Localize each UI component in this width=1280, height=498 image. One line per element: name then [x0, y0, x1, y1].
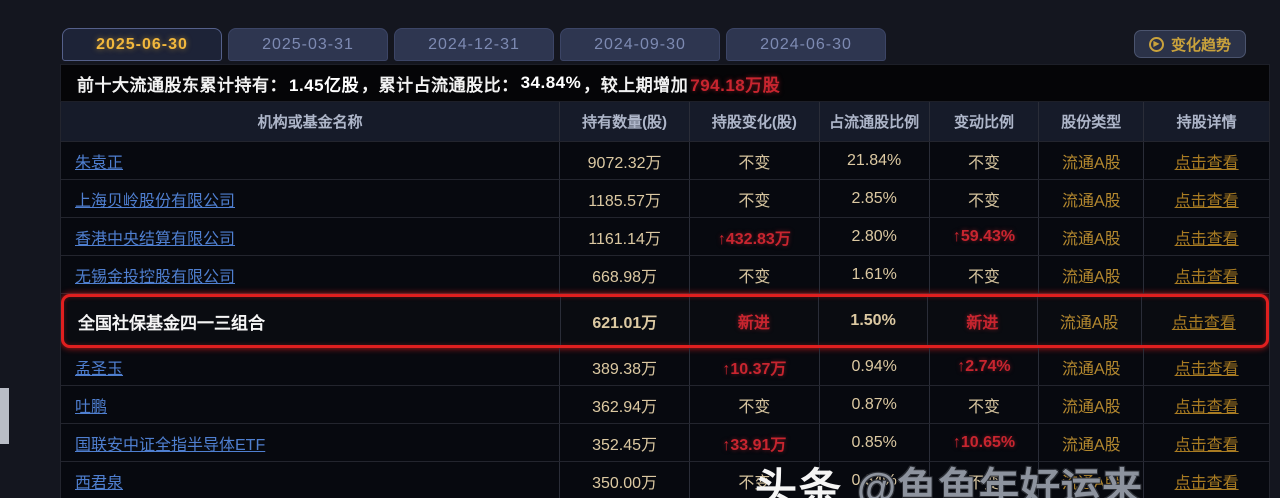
tab-date-2024-06-30[interactable]: 2024-06-30: [726, 28, 886, 61]
change-pct-cell: 不变: [930, 256, 1040, 293]
summary-mid: ，累计占流通股比：: [361, 75, 519, 95]
share-type-cell: 流通A股: [1039, 462, 1145, 498]
quantity-cell: 9072.32万: [560, 142, 690, 179]
table-row: 西君泉 350.00万 不变 0.84% 不变 流通A股 点击查看: [61, 462, 1269, 498]
shareholders-table: 机构或基金名称 持有数量(股) 持股变化(股) 占流通股比例 变动比例 股份类型…: [60, 102, 1270, 498]
tab-date-2024-12-31[interactable]: 2024-12-31: [394, 28, 554, 61]
tab-date-2025-06-30[interactable]: 2025-06-30: [62, 28, 222, 61]
share-type-cell: 流通A股: [1038, 297, 1142, 345]
change-cell: 不变: [690, 256, 820, 293]
table-row: 香港中央结算有限公司 1161.14万 ↑432.83万 2.80% ↑59.4…: [61, 218, 1269, 256]
col-header-detail: 持股详情: [1176, 114, 1237, 131]
tab-date-2024-09-30[interactable]: 2024-09-30: [560, 28, 720, 61]
play-circle-icon: ▶: [1148, 36, 1164, 52]
shareholder-link[interactable]: 香港中央结算有限公司: [75, 230, 236, 248]
quantity-cell: 389.38万: [560, 348, 690, 385]
quantity-cell: 668.98万: [560, 256, 690, 293]
left-edge-artifact: [0, 388, 9, 444]
detail-link[interactable]: 点击查看: [1174, 230, 1239, 248]
date-tab-bar: 2025-06-30 2025-03-31 2024-12-31 2024-09…: [62, 28, 1270, 62]
change-pct-cell: ↑10.65%: [930, 424, 1040, 461]
ratio-cell: 21.84%: [820, 142, 930, 179]
change-cell: 新进: [690, 297, 819, 345]
detail-link[interactable]: 点击查看: [1174, 474, 1239, 492]
change-cell: 不变: [690, 386, 820, 423]
change-pct-cell: 不变: [930, 142, 1040, 179]
change-pct-cell: 不变: [930, 462, 1040, 498]
table-row: 无锡金投控股有限公司 668.98万 不变 1.61% 不变 流通A股 点击查看: [61, 256, 1269, 294]
shareholder-link[interactable]: 上海贝岭股份有限公司: [75, 192, 236, 210]
table-row: 吐鹏 362.94万 不变 0.87% 不变 流通A股 点击查看: [61, 386, 1269, 424]
change-cell: 不变: [690, 462, 820, 498]
table-row: 国联安中证全指半导体ETF 352.45万 ↑33.91万 0.85% ↑10.…: [61, 424, 1269, 462]
detail-link[interactable]: 点击查看: [1174, 398, 1239, 416]
share-type-cell: 流通A股: [1039, 424, 1145, 461]
ratio-cell: 1.61%: [820, 256, 930, 293]
shareholder-link[interactable]: 吐鹏: [75, 398, 108, 416]
change-cell: 不变: [690, 180, 820, 217]
col-header-name: 机构或基金名称: [61, 102, 561, 141]
change-cell: ↑10.37万: [690, 348, 820, 385]
change-pct-cell: 新进: [928, 297, 1038, 345]
quantity-cell: 362.94万: [560, 386, 690, 423]
summary-prefix: 前十大流通股东累计持有：: [77, 75, 287, 95]
table-row: 上海贝岭股份有限公司 1185.57万 不变 2.85% 不变 流通A股 点击查…: [61, 180, 1269, 218]
shareholder-name[interactable]: 全国社保基金四一三组合: [64, 297, 561, 345]
detail-link[interactable]: 点击查看: [1174, 436, 1239, 454]
ratio-cell: 2.80%: [820, 218, 930, 255]
share-type-cell: 流通A股: [1039, 142, 1145, 179]
share-type-cell: 流通A股: [1039, 386, 1145, 423]
tab-date-2025-03-31[interactable]: 2025-03-31: [228, 28, 388, 61]
col-header-changepct: 变动比例: [930, 102, 1040, 141]
summary-increase-value: 794.18万股: [690, 75, 781, 95]
detail-link[interactable]: 点击查看: [1174, 154, 1239, 172]
ratio-cell: 0.84%: [820, 462, 930, 498]
change-pct-cell: 不变: [930, 386, 1040, 423]
ratio-cell: 0.94%: [820, 348, 930, 385]
summary-total-shares: 1.45亿股: [289, 75, 360, 95]
table-header-row: 机构或基金名称 持有数量(股) 持股变化(股) 占流通股比例 变动比例 股份类型…: [61, 102, 1269, 142]
share-type-cell: 流通A股: [1039, 180, 1145, 217]
col-header-quantity: 持有数量(股): [560, 102, 690, 141]
shareholder-link[interactable]: 西君泉: [75, 474, 124, 492]
shareholder-link[interactable]: 国联安中证全指半导体ETF: [75, 436, 266, 454]
detail-link[interactable]: 点击查看: [1171, 315, 1236, 332]
col-header-sharetype: 股份类型: [1039, 102, 1145, 141]
shareholder-link[interactable]: 朱袁正: [75, 154, 124, 172]
trend-button-label: 变化趋势: [1170, 36, 1231, 54]
detail-link[interactable]: 点击查看: [1174, 360, 1239, 378]
ratio-cell: 0.85%: [820, 424, 930, 461]
detail-link[interactable]: 点击查看: [1174, 192, 1239, 210]
quantity-cell: 350.00万: [560, 462, 690, 498]
shareholder-link[interactable]: 无锡金投控股有限公司: [75, 268, 236, 286]
table-row: 朱袁正 9072.32万 不变 21.84% 不变 流通A股 点击查看: [61, 142, 1269, 180]
shareholder-link[interactable]: 孟圣玉: [75, 360, 124, 378]
quantity-cell: 621.01万: [561, 297, 690, 345]
summary-bar: 前十大流通股东累计持有： 1.45亿股 ，累计占流通股比： 34.84% ，较上…: [60, 64, 1270, 102]
share-type-cell: 流通A股: [1039, 256, 1145, 293]
change-pct-cell: ↑59.43%: [930, 218, 1040, 255]
change-pct-cell: 不变: [930, 180, 1040, 217]
change-cell: 不变: [690, 142, 820, 179]
change-cell: ↑432.83万: [690, 218, 820, 255]
quantity-cell: 1185.57万: [560, 180, 690, 217]
ratio-cell: 2.85%: [820, 180, 930, 217]
summary-total-ratio: 34.84%: [520, 73, 582, 92]
table-row: 孟圣玉 389.38万 ↑10.37万 0.94% ↑2.74% 流通A股 点击…: [61, 348, 1269, 386]
table-row-highlighted: 全国社保基金四一三组合 621.01万 新进 1.50% 新进 流通A股 点击查…: [61, 294, 1269, 348]
summary-mid2: ，较上期增加: [583, 75, 689, 95]
share-type-cell: 流通A股: [1039, 218, 1145, 255]
detail-link[interactable]: 点击查看: [1174, 268, 1239, 286]
trend-button[interactable]: ▶ 变化趋势: [1133, 30, 1246, 58]
change-cell: ↑33.91万: [690, 424, 820, 461]
quantity-cell: 1161.14万: [560, 218, 690, 255]
ratio-cell: 1.50%: [819, 297, 929, 345]
share-type-cell: 流通A股: [1039, 348, 1145, 385]
change-pct-cell: ↑2.74%: [930, 348, 1040, 385]
quantity-cell: 352.45万: [560, 424, 690, 461]
col-header-change: 持股变化(股): [690, 102, 820, 141]
col-header-ratio: 占流通股比例: [820, 102, 930, 141]
ratio-cell: 0.87%: [820, 386, 930, 423]
